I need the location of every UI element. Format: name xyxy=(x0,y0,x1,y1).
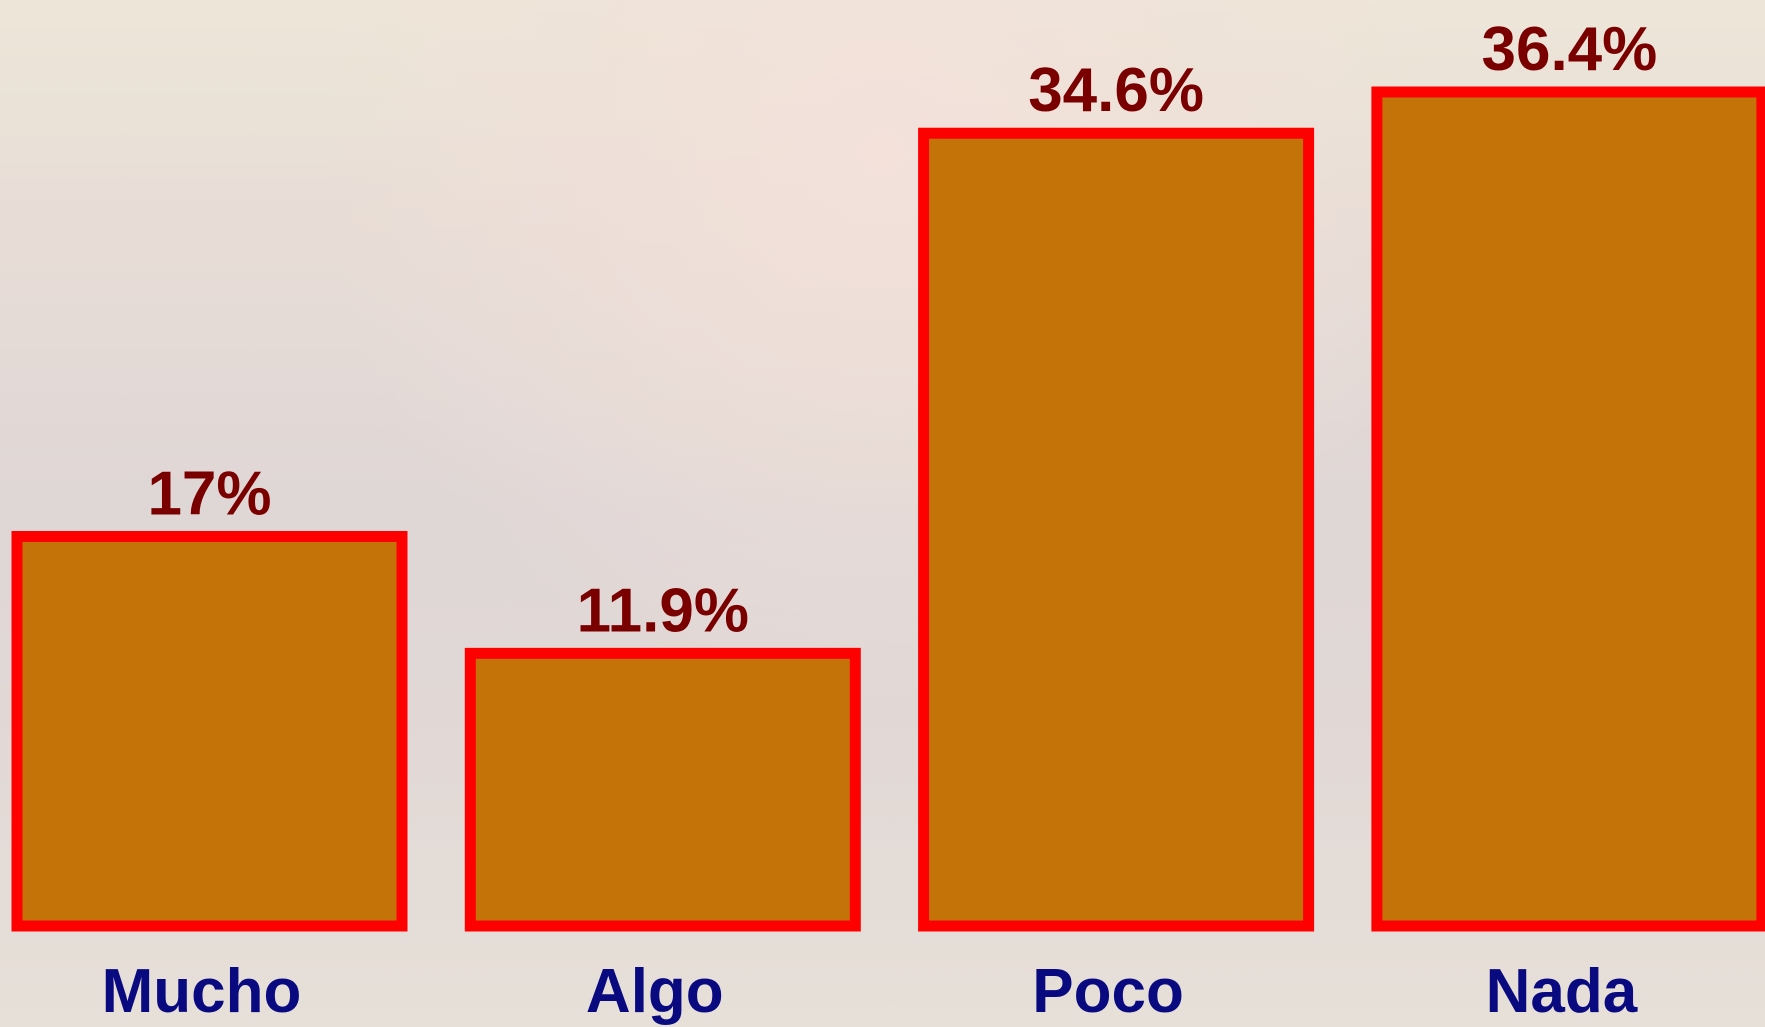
category-label: Poco xyxy=(1032,957,1184,1026)
bar xyxy=(470,653,855,926)
chart: 17% Mucho 11.9% Algo 34.6% Poco 36.4% Nada xyxy=(0,0,1765,1027)
bar xyxy=(1377,92,1762,926)
category-label: Algo xyxy=(586,957,724,1026)
category-label: Mucho xyxy=(102,957,302,1026)
value-label: 36.4% xyxy=(1481,15,1657,84)
value-label: 17% xyxy=(147,459,271,528)
value-label: 34.6% xyxy=(1028,56,1204,125)
bar xyxy=(924,133,1309,926)
bar xyxy=(17,536,402,926)
value-label: 11.9% xyxy=(577,576,749,645)
slide: 17% Mucho 11.9% Algo 34.6% Poco 36.4% Nada xyxy=(0,0,1765,1027)
category-label: Nada xyxy=(1486,957,1638,1026)
